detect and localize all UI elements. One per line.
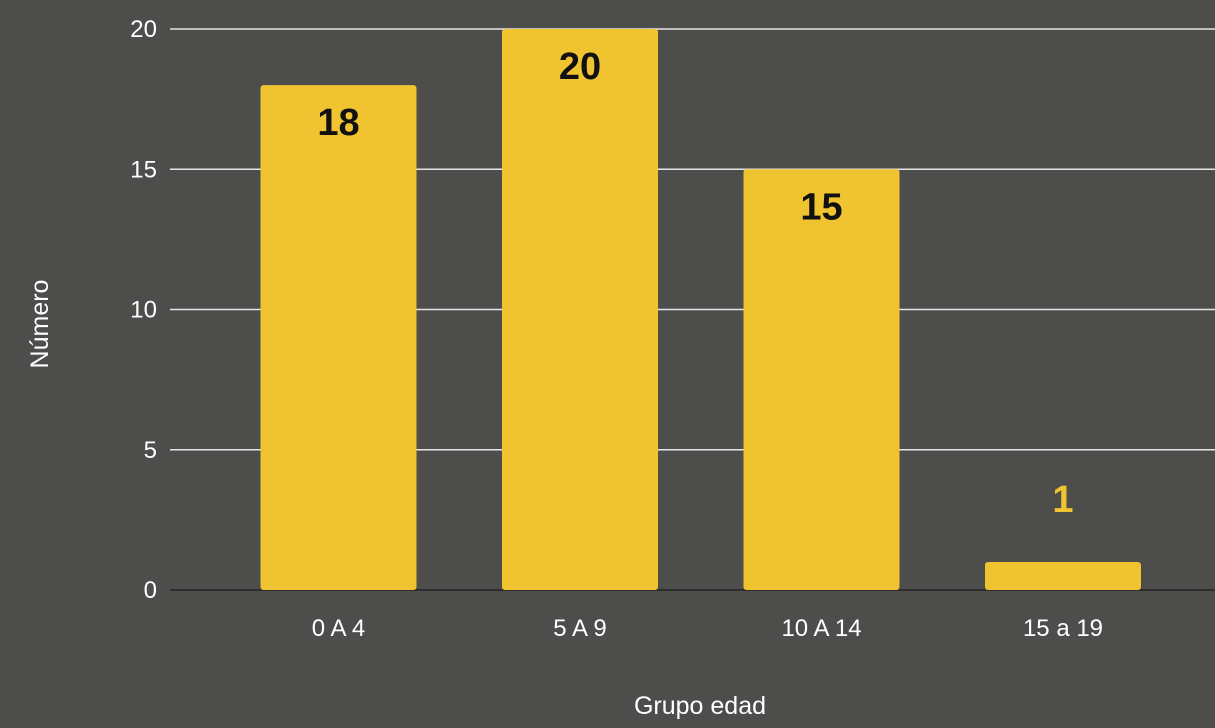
- x-tick-label: 0 A 4: [312, 615, 365, 642]
- data-label: 15: [800, 186, 842, 228]
- bar: [502, 29, 658, 590]
- bar: [743, 169, 900, 590]
- bar: [985, 561, 1141, 590]
- y-tick-label: 0: [144, 577, 157, 604]
- data-label: 20: [559, 46, 601, 88]
- x-axis-ticks: 0 A 4 5 A 9 10 A 14 15 a 19: [312, 615, 1103, 642]
- bar: [260, 85, 417, 590]
- x-tick-label: 5 A 9: [553, 615, 606, 642]
- data-label: 18: [317, 102, 359, 144]
- y-axis-title: Número: [26, 280, 54, 369]
- x-tick-label: 10 A 14: [781, 615, 861, 642]
- data-label: 1: [1052, 479, 1073, 521]
- x-axis-title: Grupo edad: [634, 692, 766, 720]
- y-tick-label: 15: [130, 156, 157, 183]
- data-labels: 18 20 15 1: [317, 46, 1073, 521]
- x-tick-label: 15 a 19: [1023, 615, 1103, 642]
- bars: [260, 29, 1141, 590]
- y-tick-label: 5: [144, 437, 157, 464]
- y-axis-ticks: 0 5 10 15 20: [130, 16, 157, 604]
- y-tick-label: 20: [130, 16, 157, 43]
- y-tick-label: 10: [130, 297, 157, 324]
